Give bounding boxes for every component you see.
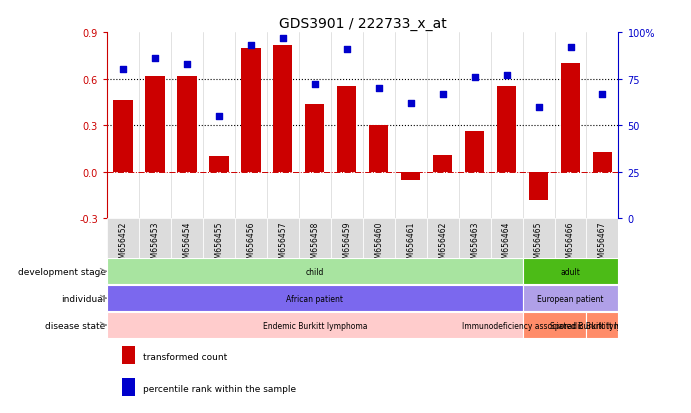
- Text: GSM656452: GSM656452: [119, 221, 128, 267]
- Text: GSM656465: GSM656465: [534, 221, 543, 267]
- Bar: [235, 219, 267, 258]
- Point: [277, 36, 288, 42]
- Text: individual: individual: [61, 294, 106, 303]
- Bar: [491, 219, 522, 258]
- Point: [182, 61, 193, 68]
- Bar: [395, 219, 427, 258]
- Text: GSM656467: GSM656467: [598, 221, 607, 267]
- Bar: [331, 219, 363, 258]
- Text: European patient: European patient: [538, 294, 604, 303]
- Point: [341, 47, 352, 53]
- Bar: [363, 219, 395, 258]
- Text: GSM656463: GSM656463: [470, 221, 479, 267]
- Bar: [107, 312, 522, 338]
- Text: GSM656461: GSM656461: [406, 221, 415, 267]
- Text: GSM656454: GSM656454: [182, 221, 191, 267]
- Bar: [587, 219, 618, 258]
- Bar: [171, 219, 203, 258]
- Bar: [273, 45, 292, 173]
- Bar: [337, 87, 357, 173]
- Bar: [209, 157, 229, 173]
- Title: GDS3901 / 222733_x_at: GDS3901 / 222733_x_at: [279, 17, 446, 31]
- Bar: [522, 312, 587, 338]
- Bar: [145, 76, 164, 173]
- Point: [533, 104, 544, 111]
- Bar: [139, 219, 171, 258]
- Bar: [267, 219, 299, 258]
- Text: development stage: development stage: [17, 267, 106, 276]
- Text: adult: adult: [560, 267, 580, 276]
- Text: Sporadic Burkitt lymphoma: Sporadic Burkitt lymphoma: [550, 321, 655, 330]
- Bar: [107, 219, 139, 258]
- Bar: [299, 219, 331, 258]
- Point: [245, 43, 256, 50]
- Bar: [465, 132, 484, 173]
- Bar: [241, 48, 261, 173]
- Text: GSM656459: GSM656459: [342, 221, 351, 267]
- Text: GSM656457: GSM656457: [278, 221, 287, 267]
- Point: [310, 82, 321, 88]
- Point: [437, 91, 448, 98]
- Bar: [113, 101, 133, 173]
- Bar: [203, 219, 235, 258]
- Text: GSM656458: GSM656458: [310, 221, 319, 267]
- Point: [117, 67, 129, 74]
- Text: GSM656462: GSM656462: [438, 221, 447, 267]
- Bar: [561, 64, 580, 173]
- Point: [597, 91, 608, 98]
- Point: [405, 100, 416, 107]
- Point: [501, 73, 512, 79]
- Bar: [522, 259, 618, 285]
- Point: [214, 113, 225, 120]
- Bar: [459, 219, 491, 258]
- Point: [469, 74, 480, 81]
- Bar: [554, 219, 587, 258]
- Text: GSM656464: GSM656464: [502, 221, 511, 267]
- Bar: [522, 285, 618, 311]
- Text: GSM656455: GSM656455: [214, 221, 223, 267]
- Point: [149, 56, 160, 62]
- Bar: [497, 87, 516, 173]
- Bar: [433, 155, 452, 173]
- Bar: [305, 104, 325, 173]
- Bar: [427, 219, 459, 258]
- Text: Immunodeficiency associated Burkitt lymphoma: Immunodeficiency associated Burkitt lymp…: [462, 321, 647, 330]
- Bar: [107, 285, 522, 311]
- Bar: [522, 219, 554, 258]
- Text: disease state: disease state: [45, 321, 106, 330]
- Text: child: child: [305, 267, 324, 276]
- Text: Endemic Burkitt lymphoma: Endemic Burkitt lymphoma: [263, 321, 367, 330]
- Bar: [122, 378, 135, 396]
- Text: GSM656466: GSM656466: [566, 221, 575, 267]
- Text: GSM656453: GSM656453: [151, 221, 160, 267]
- Bar: [529, 173, 548, 200]
- Text: transformed count: transformed count: [143, 352, 227, 361]
- Bar: [369, 126, 388, 173]
- Text: African patient: African patient: [286, 294, 343, 303]
- Point: [565, 45, 576, 51]
- Bar: [178, 76, 196, 173]
- Point: [373, 85, 384, 92]
- Bar: [122, 347, 135, 364]
- Bar: [107, 259, 522, 285]
- Bar: [593, 152, 612, 173]
- Bar: [401, 173, 420, 180]
- Text: GSM656460: GSM656460: [375, 221, 384, 267]
- Bar: [587, 312, 618, 338]
- Text: percentile rank within the sample: percentile rank within the sample: [143, 384, 296, 393]
- Text: GSM656456: GSM656456: [247, 221, 256, 267]
